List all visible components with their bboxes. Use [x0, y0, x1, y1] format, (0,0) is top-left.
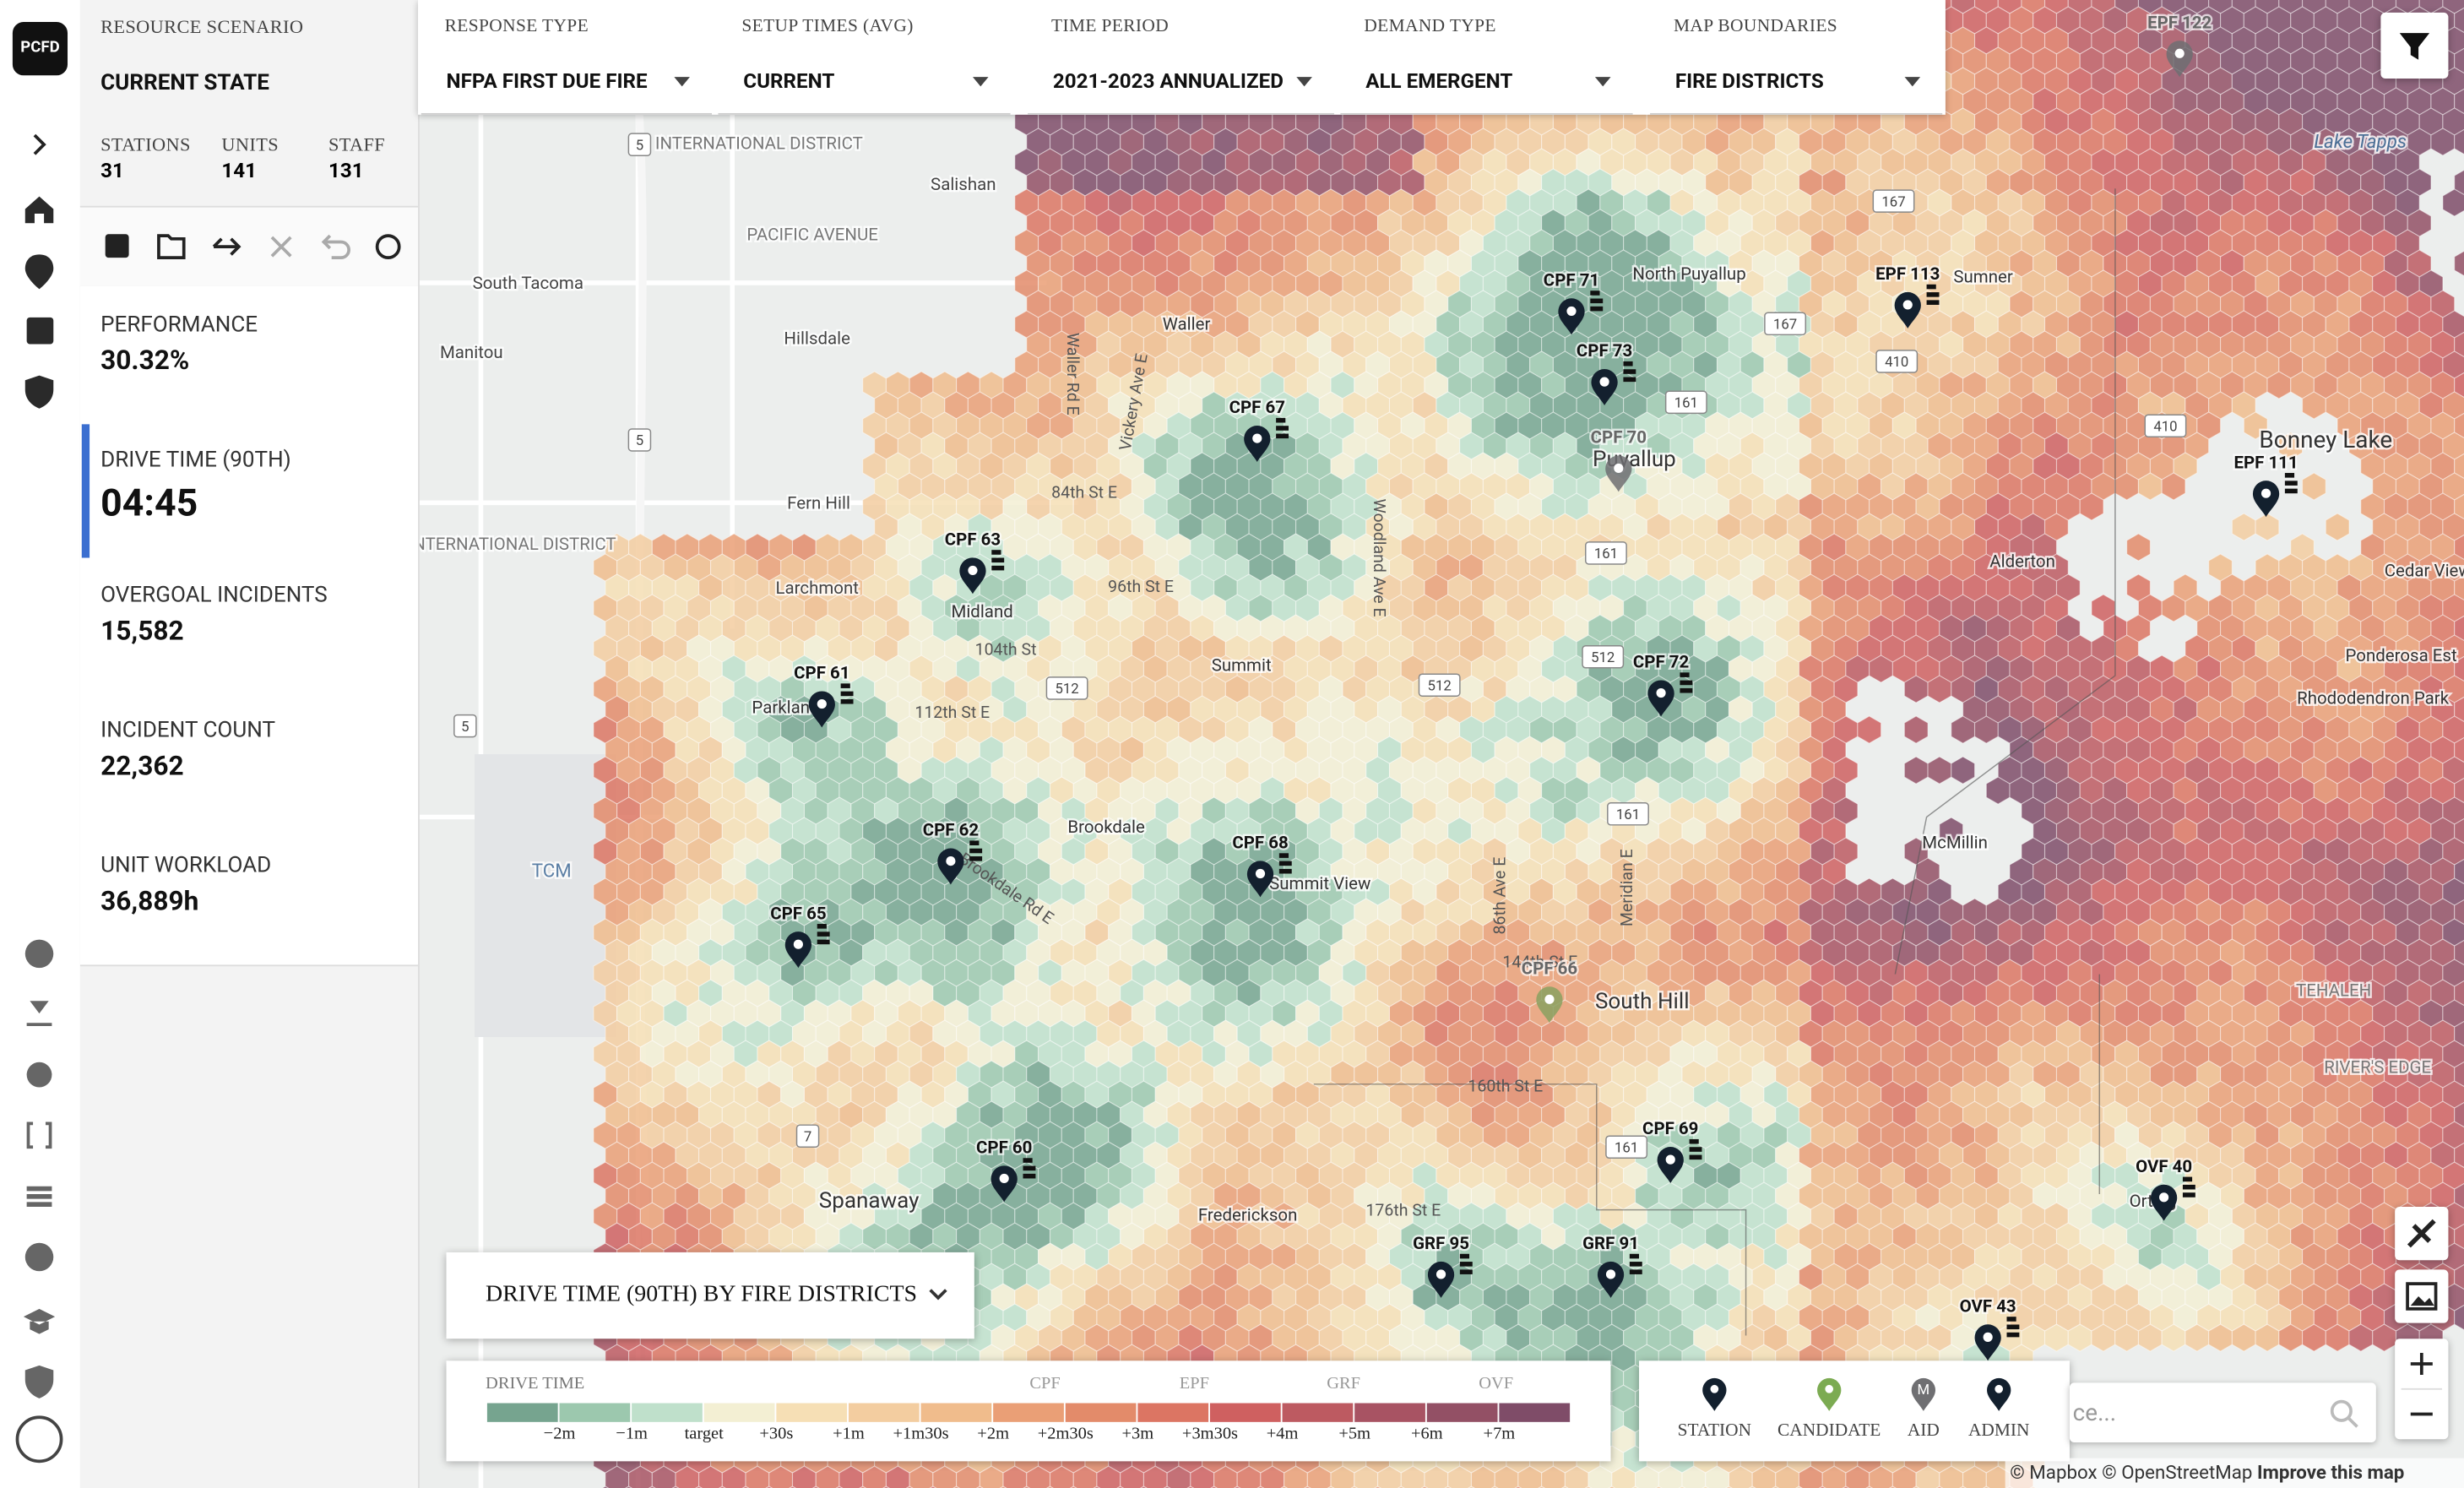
airfield [475, 754, 616, 1037]
hex-cell [2454, 250, 2464, 277]
hex-cell [2442, 188, 2464, 217]
hex-cell [2454, 128, 2464, 155]
